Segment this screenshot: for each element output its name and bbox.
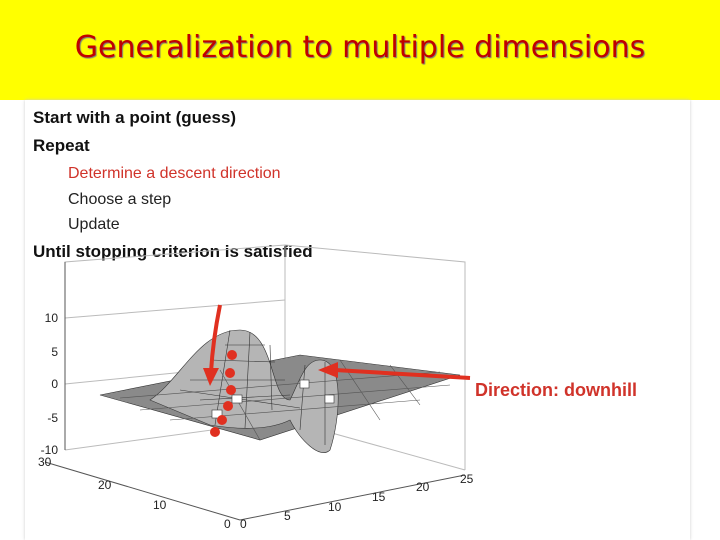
sub-bullet: Determine a descent direction	[68, 165, 281, 182]
y-tick-label: 10	[153, 498, 167, 512]
x-tick-label: 15	[372, 490, 386, 504]
z-ticks: 10 5 0 -5 -10	[41, 311, 59, 457]
iterate-dots	[210, 350, 237, 437]
slide-title: Generalization to multiple dimensions	[74, 30, 646, 65]
x-tick-label: 20	[416, 480, 430, 494]
bullet: Repeat	[33, 136, 90, 155]
x-tick-label: 5	[284, 509, 291, 523]
y-tick-label: 20	[98, 478, 112, 492]
x-tick-label: 0	[240, 517, 247, 531]
sub-bullet: Choose a step	[68, 191, 172, 208]
z-tick-label: 5	[51, 345, 58, 359]
bullet: Start with a point (guess)	[33, 108, 237, 127]
annotation: Direction: downhill	[475, 380, 637, 400]
y-ticks: 30 20 10 0	[38, 455, 231, 531]
z-tick-label: -5	[47, 411, 58, 425]
z-tick-label: 0	[51, 377, 58, 391]
content: Start with a point (guess) Repeat Determ…	[25, 100, 690, 540]
title-banner: Generalization to multiple dimensions	[0, 0, 720, 100]
x-ticks: 0 5 10 15 20 25	[240, 472, 474, 531]
arrows	[203, 304, 471, 386]
x-tick-label: 25	[460, 472, 474, 486]
sub-bullet: Update	[68, 216, 120, 233]
bullet: Until stopping criterion is satisfied	[33, 242, 313, 261]
z-tick-label: -10	[41, 443, 59, 457]
x-tick-label: 10	[328, 500, 342, 514]
y-tick-label: 30	[38, 455, 52, 469]
z-tick-label: 10	[45, 311, 59, 325]
surface	[99, 329, 461, 453]
y-tick-label: 0	[224, 517, 231, 531]
